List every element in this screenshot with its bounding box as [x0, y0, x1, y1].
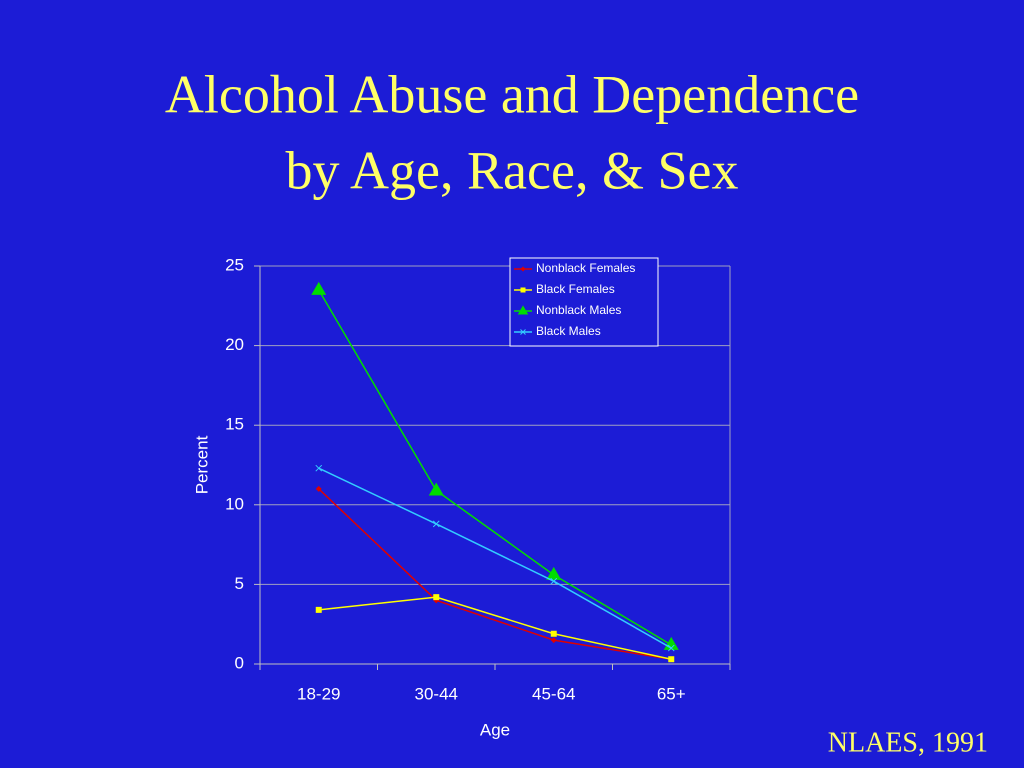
series-line	[318, 289, 672, 646]
marker	[311, 281, 327, 295]
chart-title: Alcohol Abuse and Dependence	[165, 64, 859, 124]
marker	[668, 656, 675, 663]
x-tick-label: 65+	[657, 684, 686, 703]
series-line	[318, 596, 672, 660]
marker	[432, 520, 440, 528]
marker	[520, 329, 526, 335]
marker	[550, 637, 557, 644]
marker	[428, 482, 444, 496]
marker	[520, 266, 526, 272]
legend-label: Nonblack Females	[536, 261, 635, 275]
marker	[517, 305, 529, 315]
x-axis-label: Age	[480, 720, 510, 739]
marker	[546, 566, 562, 580]
marker	[433, 594, 440, 601]
marker	[315, 606, 322, 613]
series-line	[318, 488, 672, 660]
legend-box	[509, 257, 659, 347]
y-axis-label: Percent	[192, 435, 211, 494]
legend-label: Nonblack Males	[536, 303, 621, 317]
y-tick-label: 5	[235, 574, 244, 593]
y-tick-label: 25	[225, 255, 244, 274]
y-tick-label: 15	[225, 415, 244, 434]
legend-label: Black Males	[536, 324, 601, 338]
source: NLAES, 1991	[828, 727, 988, 758]
x-tick-label: 30-44	[415, 684, 458, 703]
marker	[550, 577, 558, 585]
legend-label: Black Females	[536, 282, 615, 296]
marker	[550, 630, 557, 637]
series-line	[318, 467, 672, 649]
marker	[315, 464, 323, 472]
y-tick-label: 20	[225, 335, 244, 354]
x-tick-label: 18-29	[297, 684, 340, 703]
marker	[667, 644, 675, 652]
chart-title: by Age, Race, & Sex	[286, 140, 739, 200]
y-tick-label: 10	[225, 494, 244, 513]
marker	[520, 287, 526, 293]
x-tick-label: 45-64	[532, 684, 575, 703]
y-tick-label: 0	[235, 653, 244, 672]
marker	[315, 485, 322, 492]
